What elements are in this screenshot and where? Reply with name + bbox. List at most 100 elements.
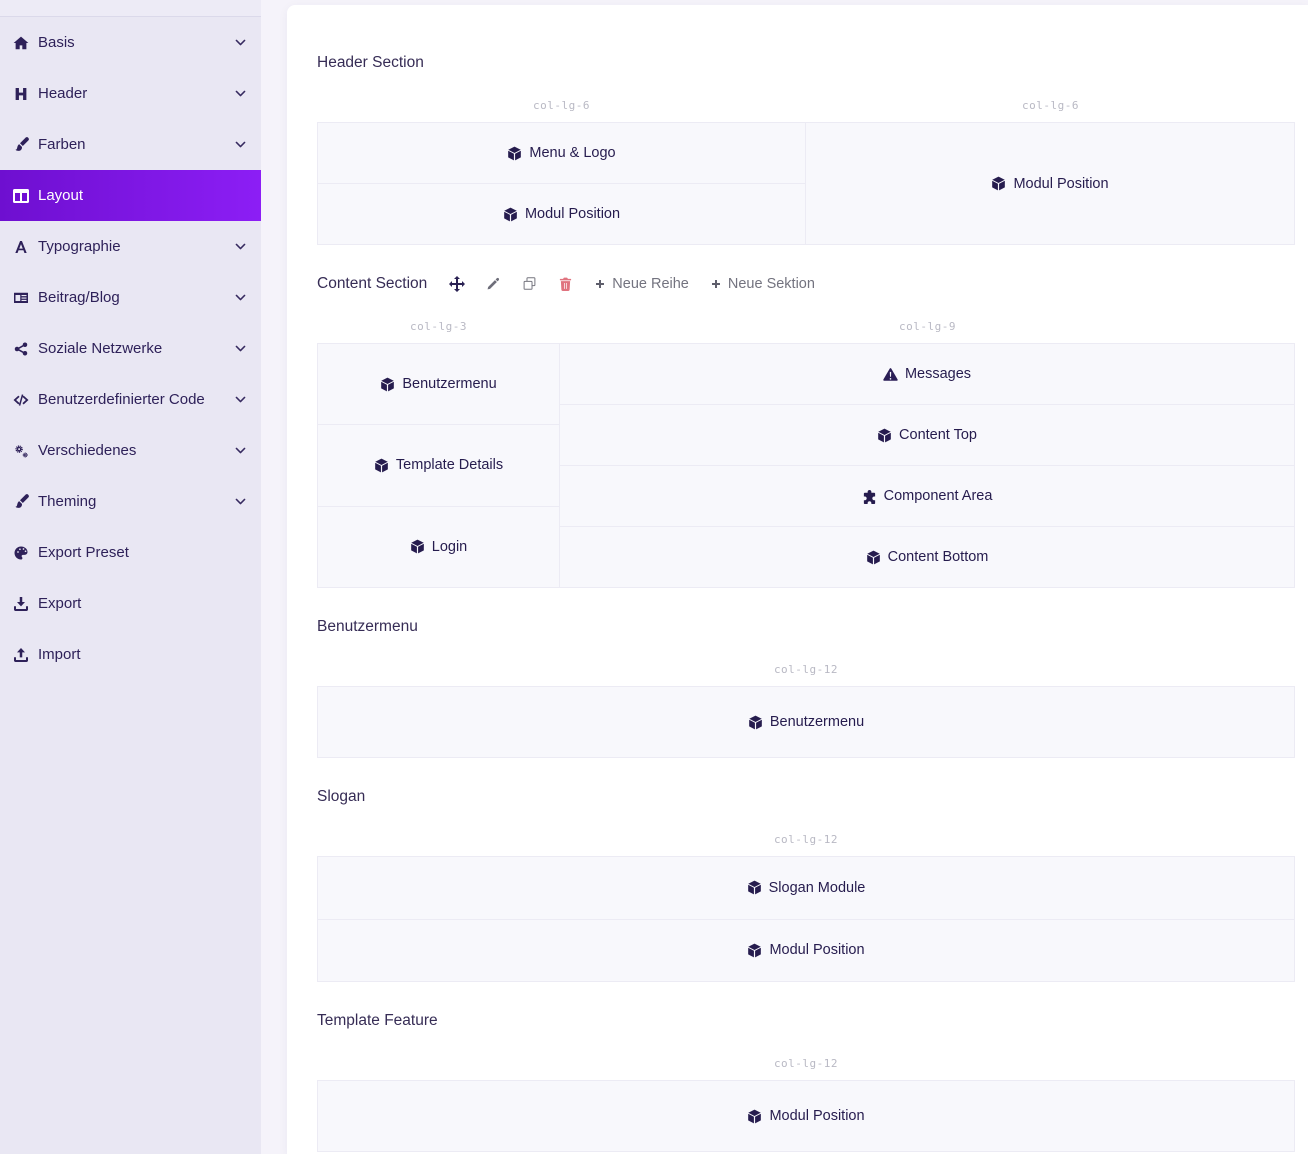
sidebar-item-farben[interactable]: Farben <box>0 119 261 170</box>
section-title: Benutzermenu <box>317 618 418 635</box>
module-cell[interactable]: Modul Position <box>806 123 1294 244</box>
module-label: Benutzermenu <box>769 714 865 730</box>
sidebar-item-import[interactable]: Import <box>0 629 261 680</box>
section-title: Header Section <box>317 54 424 71</box>
column-size-labels: col-lg-12 <box>317 1057 1295 1071</box>
upload-icon <box>11 647 31 663</box>
sidebar-item-benutzerdefinierter-code[interactable]: Benutzerdefinierter Code <box>0 374 261 425</box>
grid-column: Benutzermenu <box>317 686 1295 758</box>
sidebar-item-layout[interactable]: Layout <box>0 170 261 221</box>
chevron-down-icon <box>234 240 247 253</box>
module-cell[interactable]: Menu & Logo <box>318 123 805 184</box>
download-icon <box>11 596 31 612</box>
sidebar-item-basis[interactable]: Basis <box>0 17 261 68</box>
column-size-label: col-lg-3 <box>410 320 467 333</box>
sidebar-item-verschiedenes[interactable]: Verschiedenes <box>0 425 261 476</box>
module-cell[interactable]: Slogan Module <box>318 857 1294 920</box>
sidebar-item-label: Soziale Netzwerke <box>38 340 163 357</box>
sidebar-item-label: Export Preset <box>38 544 129 561</box>
module-cell[interactable]: Content Bottom <box>560 527 1294 587</box>
grid-row: Modul Position <box>317 1080 1295 1152</box>
module-label: Modul Position <box>769 1108 865 1124</box>
chevron-down-icon <box>234 138 247 151</box>
cube-icon <box>507 146 522 161</box>
sidebar-item-export[interactable]: Export <box>0 578 261 629</box>
sidebar-item-label: Theming <box>38 493 97 510</box>
chevron-down-icon <box>234 495 247 508</box>
sidebar-item-label: Farben <box>38 136 86 153</box>
column-size-label: col-lg-12 <box>773 663 839 676</box>
add-section-button[interactable]: Neue Sektion <box>710 276 815 292</box>
sidebar-item-export-preset[interactable]: Export Preset <box>0 527 261 578</box>
cube-icon <box>747 880 762 895</box>
sidebar-item-label: Layout <box>38 187 84 204</box>
sidebar-item-label: Import <box>38 646 81 663</box>
add-row-button[interactable]: Neue Reihe <box>594 276 689 292</box>
add-row-label: Neue Reihe <box>612 275 689 292</box>
sidebar-item-label: Beitrag/Blog <box>38 289 120 306</box>
sidebar-item-label: Export <box>38 595 82 612</box>
module-cell[interactable]: Messages <box>560 344 1294 405</box>
cube-icon <box>380 377 395 392</box>
home-icon <box>11 35 31 51</box>
module-label: Slogan Module <box>768 879 866 896</box>
cube-icon <box>748 715 763 730</box>
module-label: Modul Position <box>769 942 865 959</box>
module-cell[interactable]: Component Area <box>560 466 1294 527</box>
chevron-down-icon <box>234 36 247 49</box>
cube-icon <box>747 1109 762 1124</box>
sidebar-item-theming[interactable]: Theming <box>0 476 261 527</box>
delete-section-button[interactable] <box>558 276 573 291</box>
module-cell[interactable]: Modul Position <box>318 184 805 244</box>
chevron-down-icon <box>234 87 247 100</box>
module-cell[interactable]: Template Details <box>318 425 560 507</box>
module-cell[interactable]: Benutzermenu <box>318 687 1294 757</box>
module-label: Content Top <box>899 427 977 443</box>
arrows-move-icon <box>449 276 465 292</box>
cube-icon <box>991 176 1006 191</box>
chevron-down-icon <box>234 393 247 406</box>
column-size-label: col-lg-12 <box>773 833 839 846</box>
section-template-feature: Template Feature col-lg-12 Modul Positio… <box>317 1011 1295 1152</box>
move-section-button[interactable] <box>449 276 465 292</box>
module-label: Login <box>431 538 468 555</box>
sidebar-item-beitrag-blog[interactable]: Beitrag/Blog <box>0 272 261 323</box>
cube-icon <box>747 943 762 958</box>
cube-icon <box>503 207 518 222</box>
grid-row: Benutzermenu <box>317 686 1295 758</box>
layout-builder-panel: Header Section col-lg-6 col-lg-6 Menu & … <box>287 5 1308 1154</box>
module-label: Template Details <box>395 457 504 474</box>
grid-column: Menu & Logo Modul Position <box>317 122 806 245</box>
sidebar-item-header[interactable]: Header <box>0 68 261 119</box>
grid-column: Slogan Module Modul Position <box>317 856 1295 982</box>
grid-column: Modul Position <box>317 1080 1295 1152</box>
section-title: Content Section <box>317 275 428 292</box>
columns-icon <box>11 188 31 204</box>
module-cell[interactable]: Benutzermenu <box>318 344 560 426</box>
chevron-down-icon <box>234 444 247 457</box>
module-cell[interactable]: Login <box>318 507 559 587</box>
column-size-labels: col-lg-6 col-lg-6 <box>317 99 1295 113</box>
paint-brush-icon <box>11 494 31 510</box>
sidebar-item-label: Header <box>38 85 88 102</box>
section-header-section: Header Section col-lg-6 col-lg-6 Menu & … <box>317 53 1295 245</box>
grid-row: Slogan Module Modul Position <box>317 856 1295 982</box>
paint-brush-icon <box>11 137 31 153</box>
pencil-icon <box>486 276 501 291</box>
module-cell[interactable]: Modul Position <box>318 1081 1294 1151</box>
cube-icon <box>374 458 389 473</box>
module-label: Modul Position <box>1013 175 1109 192</box>
sidebar-top-divider <box>0 0 261 17</box>
module-cell[interactable]: Content Top <box>560 405 1294 466</box>
sidebar-item-soziale-netzwerke[interactable]: Soziale Netzwerke <box>0 323 261 374</box>
cube-icon <box>877 428 892 443</box>
grid-column: Benutzermenu Template Details Login <box>317 343 561 588</box>
sidebar-item-typographie[interactable]: Typographie <box>0 221 261 272</box>
warning-icon <box>883 367 898 382</box>
copy-section-button[interactable] <box>522 276 537 291</box>
chevron-down-icon <box>234 291 247 304</box>
module-label: Menu & Logo <box>529 145 616 161</box>
share-icon <box>11 341 31 357</box>
edit-section-button[interactable] <box>486 276 501 291</box>
module-cell[interactable]: Modul Position <box>318 920 1294 982</box>
